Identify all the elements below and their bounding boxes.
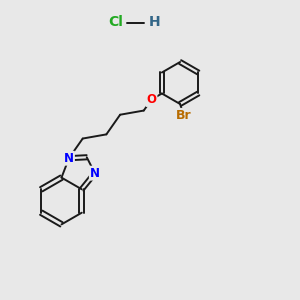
Text: N: N (64, 152, 74, 165)
Text: Br: Br (176, 109, 191, 122)
Text: Cl: Cl (108, 16, 123, 29)
Text: O: O (146, 93, 157, 106)
Text: N: N (90, 167, 100, 180)
Text: H: H (149, 16, 160, 29)
